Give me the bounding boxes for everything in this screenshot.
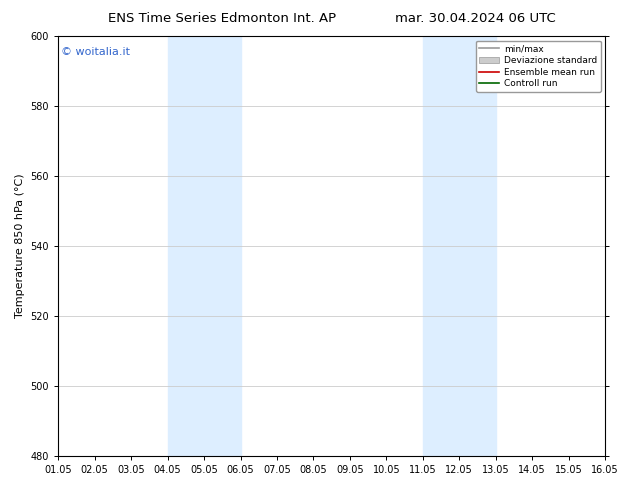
Bar xyxy=(423,36,496,456)
Legend: min/max, Deviazione standard, Ensemble mean run, Controll run: min/max, Deviazione standard, Ensemble m… xyxy=(476,41,600,92)
Text: mar. 30.04.2024 06 UTC: mar. 30.04.2024 06 UTC xyxy=(395,12,556,25)
Y-axis label: Temperature 850 hPa (°C): Temperature 850 hPa (°C) xyxy=(15,174,25,318)
Text: ENS Time Series Edmonton Int. AP: ENS Time Series Edmonton Int. AP xyxy=(108,12,336,25)
Text: © woitalia.it: © woitalia.it xyxy=(61,47,130,57)
Bar xyxy=(167,36,240,456)
